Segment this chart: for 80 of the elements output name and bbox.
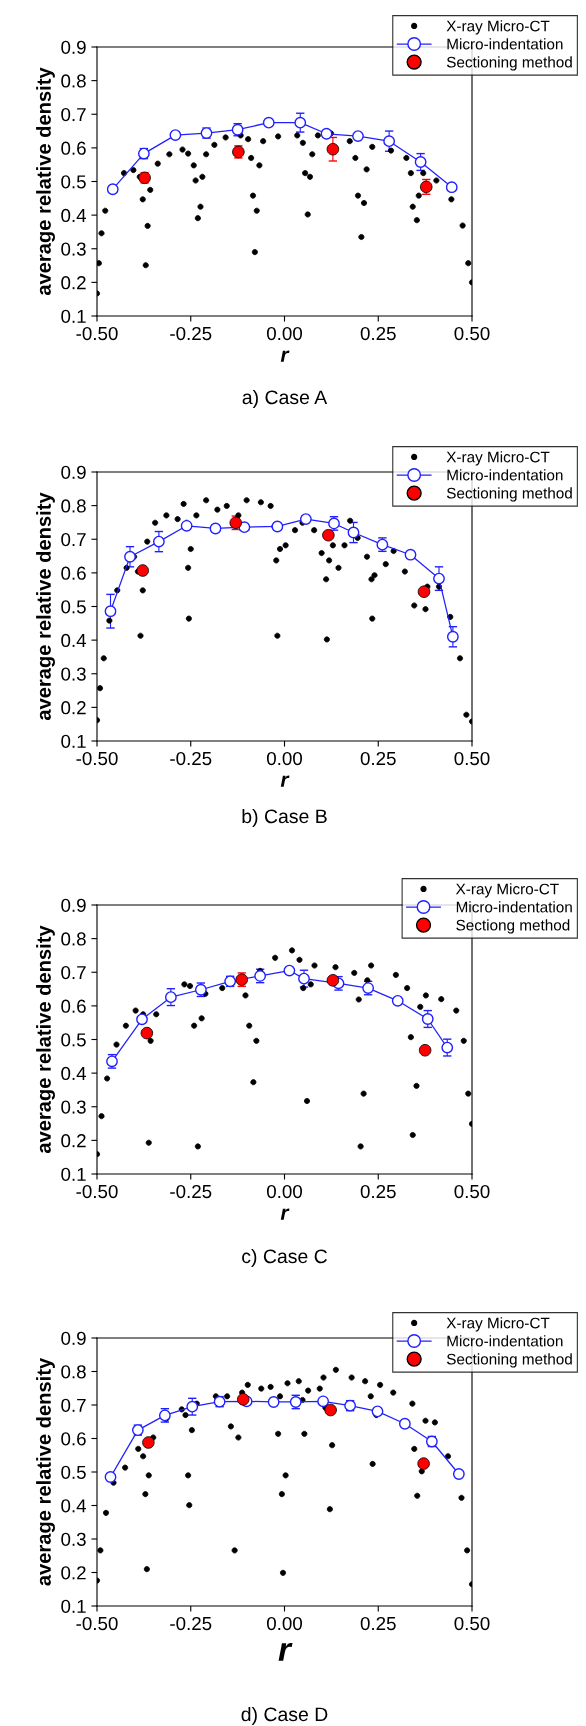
x-tick-label: -0.25 [170, 326, 212, 341]
x-tick-label: -0.50 [76, 1616, 118, 1631]
y-tick-label: 0.1 [61, 1167, 86, 1181]
legend-label: X-ray Micro-CT [446, 20, 550, 35]
y-tick-label: 0.8 [61, 932, 86, 946]
x-tick-label: 0.50 [454, 1184, 490, 1199]
x-axis-title: r [280, 350, 290, 362]
legend-label: Micro-indentation [447, 38, 563, 50]
y-tick-label: 0.3 [61, 1100, 86, 1114]
y-tick-label: 0.4 [61, 1499, 87, 1513]
x-axis-title: r [280, 775, 290, 787]
legend-label: Sectioning method [446, 1353, 572, 1368]
y-tick-label: 0.4 [61, 1066, 87, 1081]
y-tick-label: 0.6 [61, 141, 86, 155]
y-tick-label: 0.5 [61, 1465, 86, 1479]
y-tick-label: 0.4 [61, 633, 87, 648]
x-tick-label: 0.00 [266, 1616, 303, 1631]
y-tick-label: 0.5 [61, 175, 86, 189]
x-tick-label: 0.50 [454, 751, 490, 766]
y-tick-label: 0.3 [61, 1532, 86, 1546]
y-tick-label: 0.1 [61, 309, 86, 323]
y-tick-label: 0.2 [61, 1566, 86, 1580]
y-tick-label: 0.3 [61, 667, 86, 681]
y-tick-label: 0.1 [61, 1599, 86, 1613]
x-tick-label: 0.25 [360, 751, 396, 766]
legend-label: Micro-indentation [456, 901, 572, 913]
y-tick-label: 0.7 [61, 1398, 86, 1412]
text: c) Case C [242, 1248, 327, 1268]
y-axis-title: average relative density [36, 1357, 55, 1586]
y-tick-label: 0.3 [61, 242, 86, 256]
legend-label: Sectiong method [456, 919, 570, 934]
legend-label: Sectioning method [446, 56, 572, 71]
text: a) Case A [242, 389, 328, 409]
legend-label: X-ray Micro-CT [446, 451, 550, 466]
x-tick-label: -0.25 [170, 1616, 212, 1631]
y-tick-label: 0.7 [61, 965, 86, 980]
x-axis-title: r [280, 1208, 290, 1220]
legend-label: Sectioning method [446, 487, 572, 502]
y-tick-label: 0.1 [61, 734, 86, 748]
y-tick-label: 0.8 [61, 1365, 86, 1379]
y-tick-label: 0.2 [61, 701, 86, 715]
y-tick-label: 0.9 [61, 1331, 86, 1345]
y-tick-label: 0.8 [61, 499, 86, 513]
x-tick-label: 0.25 [360, 1616, 396, 1631]
y-tick-label: 0.4 [61, 208, 87, 223]
x-tick-label: -0.25 [170, 1184, 212, 1199]
legend-label: X-ray Micro-CT [446, 1317, 550, 1332]
text: d) Case D [241, 1706, 328, 1726]
y-tick-label: 0.5 [61, 600, 86, 614]
legend-label: Micro-indentation [447, 469, 563, 481]
y-tick-label: 0.6 [61, 999, 86, 1013]
x-tick-label: 0.50 [454, 1616, 490, 1631]
x-tick-label: 0.50 [454, 326, 490, 341]
x-tick-label: 0.00 [266, 1184, 303, 1199]
legend-label: Micro-indentation [447, 1335, 563, 1347]
y-tick-label: 0.8 [61, 74, 86, 88]
x-tick-label: -0.50 [76, 751, 118, 766]
x-tick-label: -0.50 [76, 1184, 118, 1199]
y-tick-label: 0.6 [61, 566, 86, 580]
y-tick-label: 0.7 [61, 532, 86, 547]
y-tick-label: 0.6 [61, 1432, 86, 1446]
x-tick-label: 0.00 [266, 326, 303, 341]
y-tick-label: 0.7 [61, 107, 86, 122]
y-axis-title: average relative density [36, 492, 55, 721]
y-tick-label: 0.9 [61, 40, 86, 54]
x-tick-label: 0.00 [266, 751, 303, 766]
y-axis-title: average relative density [36, 67, 55, 296]
x-tick-label: 0.25 [360, 1184, 396, 1199]
x-tick-label: -0.50 [76, 326, 118, 341]
y-tick-label: 0.2 [61, 1134, 86, 1148]
legend-label: X-ray Micro-CT [455, 883, 559, 898]
y-tick-label: 0.2 [61, 276, 86, 290]
y-tick-label: 0.9 [61, 898, 86, 912]
x-tick-label: 0.25 [360, 326, 396, 341]
x-axis-title: r [278, 1642, 293, 1661]
y-tick-label: 0.5 [61, 1033, 86, 1047]
y-tick-label: 0.9 [61, 465, 86, 479]
x-tick-label: -0.25 [170, 751, 212, 766]
y-axis-title: average relative density [36, 925, 55, 1154]
text: b) Case B [242, 808, 327, 828]
